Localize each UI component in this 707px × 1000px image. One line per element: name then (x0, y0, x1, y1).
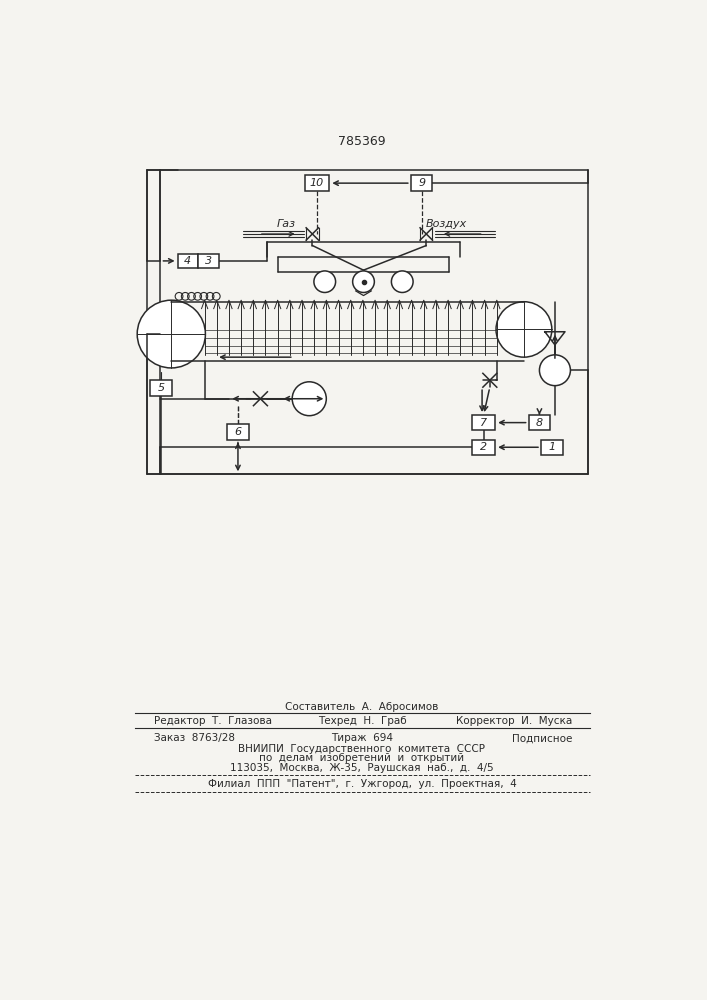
Text: 7: 7 (480, 418, 487, 428)
Bar (199, 254, 218, 268)
Text: Составитель  А.  Абросимов: Составитель А. Абросимов (285, 702, 438, 712)
Text: 2: 2 (480, 442, 487, 452)
Circle shape (353, 271, 374, 292)
Bar (541, 440, 563, 455)
Text: 113035,  Москва,  Ж-35,  Раушская  наб.,  д.  4/5: 113035, Москва, Ж-35, Раушская наб., д. … (230, 763, 493, 773)
Circle shape (496, 302, 552, 357)
Text: 9: 9 (418, 178, 425, 188)
Text: Подписное: Подписное (513, 733, 573, 743)
Text: 6: 6 (235, 427, 242, 437)
Text: 8: 8 (536, 418, 543, 428)
Text: 1: 1 (548, 442, 556, 452)
Text: Филиал  ППП  "Патент",  г.  Ужгород,  ул.  Проектная,  4: Филиал ППП "Патент", г. Ужгород, ул. Про… (208, 779, 516, 789)
Bar (305, 175, 329, 191)
Bar (177, 254, 198, 268)
Text: Тираж  694: Тираж 694 (331, 733, 393, 743)
Bar (151, 380, 172, 396)
Bar (529, 415, 550, 430)
Text: Техред  Н.  Граб: Техред Н. Граб (317, 716, 407, 726)
Bar (472, 415, 495, 430)
Circle shape (314, 271, 336, 292)
Text: Заказ  8763/28: Заказ 8763/28 (154, 733, 235, 743)
Circle shape (292, 382, 327, 416)
Text: Редактор  Т.  Глазова: Редактор Т. Глазова (154, 716, 272, 726)
Bar (411, 175, 433, 191)
Circle shape (137, 300, 206, 368)
Circle shape (539, 355, 571, 386)
Text: Газ: Газ (276, 219, 296, 229)
Bar (227, 424, 249, 440)
Text: ВНИИПИ  Государственного  комитета  СССР: ВНИИПИ Государственного комитета СССР (238, 744, 486, 754)
Bar (472, 440, 495, 455)
Text: 4: 4 (184, 256, 191, 266)
Text: 5: 5 (158, 383, 165, 393)
Text: Воздух: Воздух (426, 219, 467, 229)
Text: 10: 10 (310, 178, 324, 188)
Text: Корректор  И.  Муска: Корректор И. Муска (457, 716, 573, 726)
Text: 785369: 785369 (338, 135, 386, 148)
Circle shape (392, 271, 413, 292)
Text: 3: 3 (205, 256, 212, 266)
Text: по  делам  изобретений  и  открытий: по делам изобретений и открытий (259, 753, 464, 763)
